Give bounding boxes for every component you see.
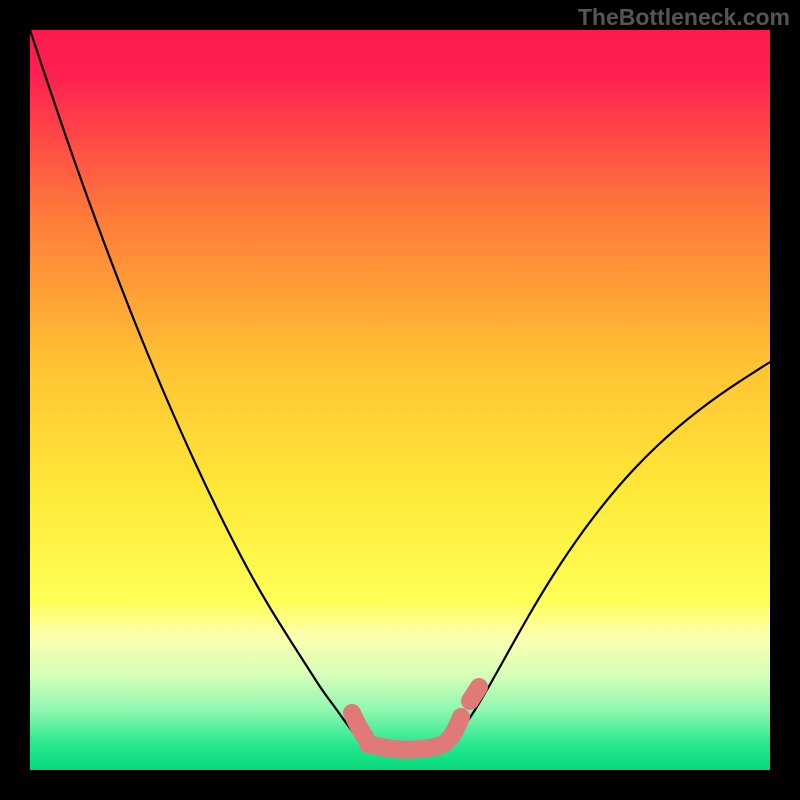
chart-gradient-background xyxy=(30,30,770,770)
watermark-text: TheBottleneck.com xyxy=(578,4,790,31)
valley-mark-segment xyxy=(352,713,365,737)
valley-mark-segment xyxy=(470,687,479,701)
chart-container: TheBottleneck.com xyxy=(0,0,800,800)
bottleneck-chart xyxy=(0,0,800,800)
